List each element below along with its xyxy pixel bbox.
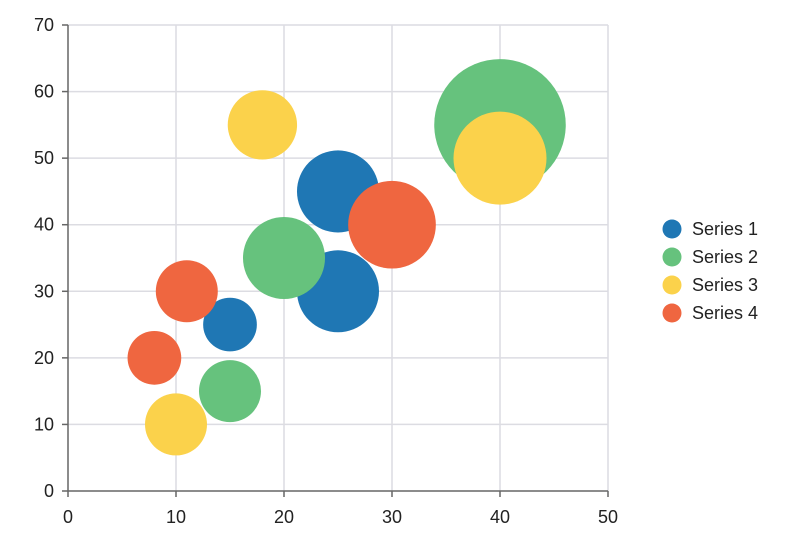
legend-item-series-2[interactable]: Series 2 [662, 247, 759, 267]
x-tick-label: 0 [63, 507, 73, 527]
x-tick-label: 20 [274, 507, 294, 527]
bubble-series-2-point-2[interactable] [242, 216, 326, 300]
bubble-series-2-point-1[interactable] [199, 360, 261, 423]
bubble-series-4-point-1[interactable] [127, 331, 182, 385]
bubble-series-3-point-2[interactable] [227, 90, 298, 160]
y-tick-label: 70 [34, 15, 54, 35]
y-tick-label: 40 [34, 215, 54, 235]
bubble-series-1-point-1[interactable] [203, 297, 257, 352]
x-tick-label: 40 [490, 507, 510, 527]
legend-swatch [662, 219, 682, 239]
legend-swatch [662, 303, 682, 323]
legend-item-series-3[interactable]: Series 3 [662, 275, 759, 295]
bubble-series-3-point-1[interactable] [145, 393, 207, 456]
bubble-layer [127, 59, 566, 456]
bubble-series-4-point-3[interactable] [348, 180, 436, 269]
y-tick-label: 10 [34, 414, 54, 434]
y-tick-label: 60 [34, 82, 54, 102]
x-tick-label: 50 [598, 507, 618, 527]
x-tick-label: 30 [382, 507, 402, 527]
legend-item-series-1[interactable]: Series 1 [662, 219, 759, 239]
tick-label-layer: 0 10 20 30 40 50 0 10 20 30 40 50 60 70 [34, 15, 618, 527]
legend-swatch [662, 247, 682, 267]
bubble-series-3-point-3[interactable] [453, 111, 547, 205]
legend-label: Series 2 [692, 247, 758, 267]
legend-label: Series 3 [692, 275, 758, 295]
legend-label: Series 4 [692, 303, 758, 323]
y-tick-label: 20 [34, 348, 54, 368]
y-tick-label: 30 [34, 281, 54, 301]
legend-label: Series 1 [692, 219, 758, 239]
legend-swatch [662, 275, 682, 295]
y-tick-label: 50 [34, 148, 54, 168]
legend: Series 1 Series 2 Series 3 Series 4 [662, 219, 759, 323]
legend-item-series-4[interactable]: Series 4 [662, 303, 759, 323]
y-tick-label: 0 [44, 481, 54, 501]
x-tick-label: 10 [166, 507, 186, 527]
bubble-series-4-point-2[interactable] [155, 260, 218, 323]
axis-layer [62, 24, 609, 497]
